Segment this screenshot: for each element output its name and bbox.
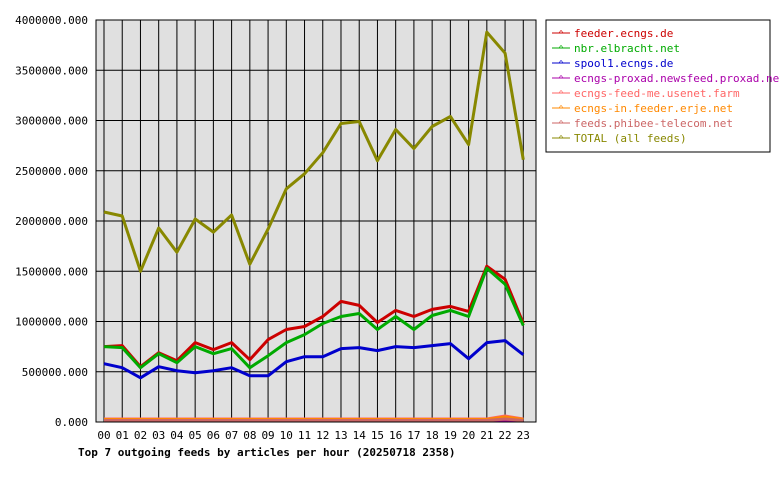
x-tick-label: 18 (426, 429, 439, 442)
legend-swatch-marker: ^ (559, 134, 564, 143)
x-tick-label: 21 (480, 429, 493, 442)
series-line (103, 266, 525, 370)
legend: ^ feeder.ecngs.de ^ nbr.elbracht.net ^ spool1… (545, 19, 780, 153)
x-tick-label: 16 (389, 429, 402, 442)
series-line (104, 417, 524, 422)
x-tick-label: 08 (243, 429, 256, 442)
x-tick-label: 11 (298, 429, 311, 442)
y-tick-label: 2500000.000 (15, 165, 88, 178)
x-tick-label: 15 (371, 429, 384, 442)
x-tick-label: 10 (280, 429, 293, 442)
x-tick-label: 07 (225, 429, 238, 442)
x-tick-label: 03 (152, 429, 165, 442)
series-line (103, 30, 525, 273)
y-tick-label: 1500000.000 (15, 265, 88, 278)
x-tick-label: 14 (353, 429, 367, 442)
x-tick-label: 02 (134, 429, 147, 442)
y-tick-label: 2000000.000 (15, 215, 88, 228)
y-tick-label: 3000000.000 (15, 115, 88, 128)
legend-label: feeds.phibee-telecom.net (574, 117, 733, 130)
y-axis-ticks: 0.000 500000.000 1000000.000 1500000.000 200… (15, 14, 88, 429)
legend-label: spool1.ecngs.de (574, 57, 673, 70)
series-lines (103, 30, 525, 422)
legend-label: feeder.ecngs.de (574, 27, 673, 40)
x-tick-label: 09 (261, 429, 274, 442)
legend-swatch-marker: ^ (559, 74, 564, 83)
legend-swatch-marker: ^ (559, 104, 564, 113)
x-axis-ticks: 00 01 02 03 04 05 06 07 08 09 10 11 12 13 14 15 16 17 18 19… (97, 429, 530, 442)
x-tick-label: 12 (316, 429, 329, 442)
legend-swatch-marker: ^ (559, 89, 564, 98)
x-tick-label: 20 (462, 429, 475, 442)
y-tick-label: 4000000.000 (15, 14, 88, 27)
y-tick-label: 0.000 (55, 416, 88, 429)
legend-label: ecngs-proxad.newsfeed.proxad.net (574, 72, 780, 85)
series-line (103, 339, 525, 380)
legend-label: ecngs-in.feeder.erje.net (574, 102, 733, 115)
legend-swatch-marker: ^ (559, 119, 564, 128)
x-tick-label: 01 (116, 429, 129, 442)
series-line (103, 264, 525, 369)
y-tick-label: 500000.000 (22, 366, 88, 379)
y-tick-label: 3500000.000 (15, 64, 88, 77)
x-tick-label: 17 (407, 429, 420, 442)
legend-label: ecngs-feed-me.usenet.farm (574, 87, 740, 100)
x-tick-label: 19 (444, 429, 457, 442)
plot-frame (95, 19, 537, 423)
x-tick-label: 23 (517, 429, 530, 442)
x-tick-label: 04 (170, 429, 184, 442)
legend-label: nbr.elbracht.net (574, 42, 680, 55)
x-tick-label: 05 (189, 429, 202, 442)
x-tick-label: 06 (207, 429, 220, 442)
legend-swatch-marker: ^ (559, 29, 564, 38)
y-tick-label: 1000000.000 (15, 316, 88, 329)
legend-label: TOTAL (all feeds) (574, 132, 687, 145)
chart-title: Top 7 outgoing feeds by articles per hou… (78, 446, 456, 459)
x-tick-label: 22 (498, 429, 511, 442)
legend-swatch-marker: ^ (559, 44, 564, 53)
legend-swatch-marker: ^ (559, 59, 564, 68)
x-tick-label: 00 (97, 429, 110, 442)
legend-box (545, 19, 771, 153)
x-tick-label: 13 (334, 429, 347, 442)
